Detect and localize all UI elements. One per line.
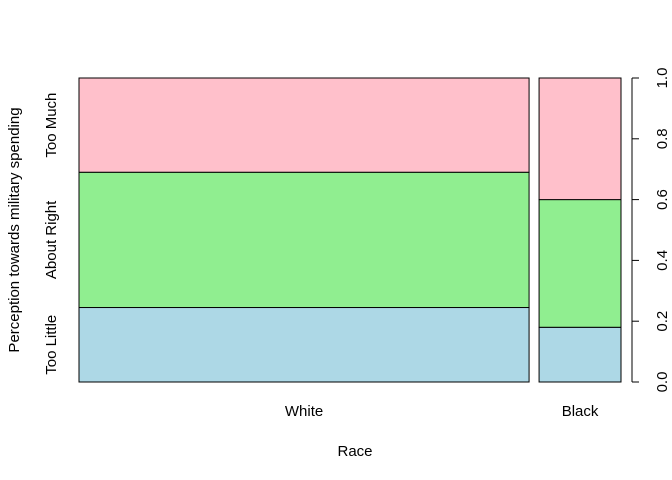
mosaic-tiles	[78, 77, 622, 383]
tile-white-about-right	[78, 171, 530, 309]
x-axis-label: Race	[337, 443, 372, 460]
y-level-label-about-right: About Right	[43, 200, 60, 279]
y-tick-label: 0.6	[654, 189, 671, 210]
y-level-labels: Too Little About Right Too Much	[43, 93, 60, 375]
x-category-labels: White Black	[285, 403, 599, 420]
tile-black-too-much	[538, 77, 622, 201]
y-tick-label: 0.8	[654, 128, 671, 149]
y-level-label-too-little: Too Little	[43, 315, 60, 375]
x-category-label-white: White	[285, 403, 323, 420]
right-y-axis: 0.0 0.2 0.4 0.6 0.8 1.0	[631, 68, 671, 393]
tile-black-about-right	[538, 199, 622, 328]
y-axis-label: Perception towards military spending	[6, 107, 23, 352]
y-tick-label: 0.2	[654, 311, 671, 332]
x-category-label-black: Black	[562, 403, 599, 420]
tile-black-too-little	[538, 326, 622, 383]
y-tick-label: 0.0	[654, 372, 671, 393]
tile-white-too-little	[78, 307, 530, 383]
tile-white-too-much	[78, 77, 530, 173]
y-level-label-too-much: Too Much	[43, 93, 60, 158]
y-tick-label: 0.4	[654, 250, 671, 271]
y-tick-label: 1.0	[654, 68, 671, 89]
